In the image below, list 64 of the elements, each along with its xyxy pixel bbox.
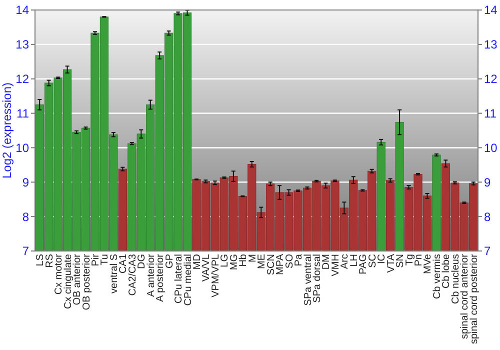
x-tick-label: PAG xyxy=(358,254,370,274)
x-tick-label: VMH xyxy=(330,254,342,276)
y-tick-label: 13 xyxy=(16,38,30,52)
x-tick-label: GP xyxy=(164,254,176,268)
x-tick-label: LS xyxy=(35,254,46,266)
x-tick-label: ventral S xyxy=(108,254,120,294)
x-tick-label: Tu xyxy=(100,254,111,266)
y2-tick-label: 8 xyxy=(484,210,491,224)
y2-tick-label: 12 xyxy=(484,72,498,86)
y-tick-label: 9 xyxy=(22,175,30,190)
x-tick-label: DG xyxy=(136,254,148,269)
x-tick-label: CA2/CA3 xyxy=(127,254,138,296)
x-tick-label: VPM/VPL xyxy=(210,254,222,298)
x-tick-label: RS xyxy=(44,254,56,268)
x-tick-label: Cb lobe xyxy=(441,254,452,288)
x-tick-label: VA/VL xyxy=(201,254,212,282)
x-tick-label: Pa xyxy=(294,254,305,266)
x-tick-label: SO xyxy=(284,254,296,268)
y-tick-label: 7 xyxy=(22,244,30,258)
x-tick-label: LG xyxy=(220,254,231,268)
x-tick-label: A posterior xyxy=(155,253,166,302)
x-tick-label: Cb vermis xyxy=(432,254,443,300)
x-tick-label: M xyxy=(247,254,258,262)
x-tick-label: OB anterior xyxy=(72,253,84,306)
x-tick-label: Cb nucleus xyxy=(450,254,462,304)
x-tick-label: IC xyxy=(376,254,388,264)
y-tick-label: 8 xyxy=(22,210,30,224)
x-tick-label: MVe xyxy=(422,254,434,274)
y2-tick-label: 7 xyxy=(484,244,491,258)
y-tick-label: 11 xyxy=(16,106,30,120)
x-tick-label: DM xyxy=(321,254,332,270)
x-tick-label: Cx cingulate xyxy=(62,254,74,310)
y2-tick-label: 13 xyxy=(484,38,498,52)
x-tick-label: SC xyxy=(367,254,378,268)
x-tick-label: MPA xyxy=(275,254,286,275)
x-tick-label: CPu medial xyxy=(182,254,194,306)
y-tick-label: 14 xyxy=(16,3,30,18)
y2-tick-label: 10 xyxy=(484,140,498,155)
x-tick-label: Arc xyxy=(340,254,351,269)
x-tick-label: SN xyxy=(395,254,406,268)
x-tick-label: spinal cord posterior xyxy=(468,253,480,344)
x-tick-label: CA1 xyxy=(118,254,130,274)
x-tick-label: Pir xyxy=(90,253,102,266)
x-tick-label: VTA xyxy=(386,254,397,273)
y2-tick-label: 11 xyxy=(484,106,497,120)
x-tick-label: OB posterior xyxy=(81,253,92,310)
x-tick-label: SPa dorsal xyxy=(312,254,323,303)
x-tick-label: SCN xyxy=(266,254,277,276)
x-tick-label: Cx motor xyxy=(54,253,65,295)
x-tick-label: A anterior xyxy=(146,253,157,297)
x-tick-label: SPa ventral xyxy=(302,254,314,306)
x-tick-label: Hb xyxy=(238,254,250,267)
x-tick-label: spinal cord anterior xyxy=(460,253,471,340)
y-tick-label: 12 xyxy=(16,72,30,86)
x-tick-label: Tg xyxy=(404,254,416,266)
y-tick-label: 10 xyxy=(16,140,30,155)
x-tick-label: MG xyxy=(228,254,240,270)
x-tick-label: CPu lateral xyxy=(174,254,185,304)
y2-tick-label: 9 xyxy=(484,175,491,190)
x-tick-label: LH xyxy=(348,254,360,267)
y-axis-title: Log2 (expression) xyxy=(0,82,14,179)
y2-tick-label: 14 xyxy=(484,3,498,18)
x-tick-label: Pn xyxy=(414,254,425,266)
x-tick-label: ME xyxy=(256,254,268,269)
